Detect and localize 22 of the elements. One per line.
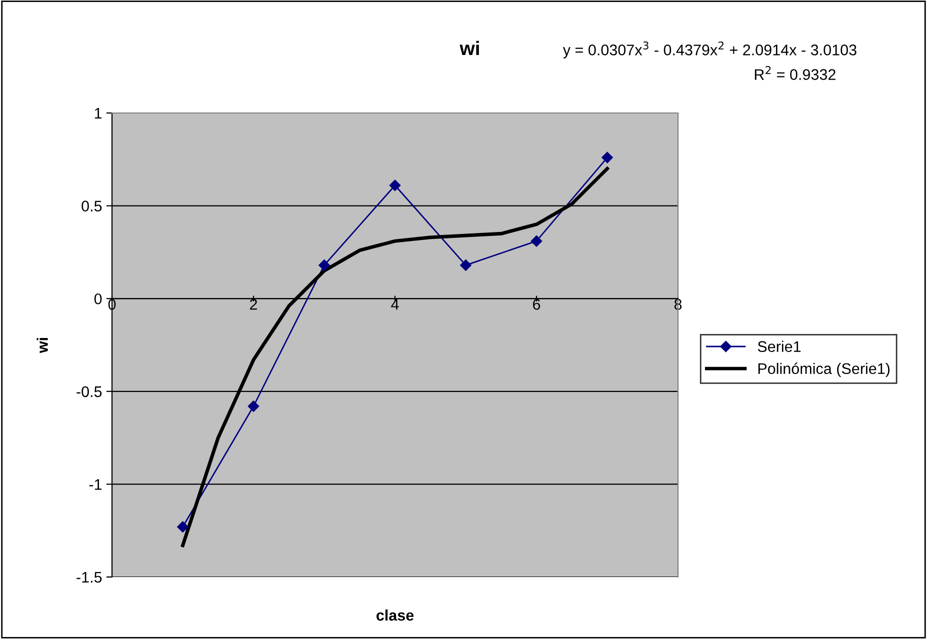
y-tick-label: -1.5 — [76, 572, 102, 583]
point — [389, 180, 401, 191]
y-tick-label: 0.5 — [82, 200, 102, 212]
point — [460, 260, 472, 271]
point — [318, 260, 330, 271]
chart-title: wi — [460, 40, 479, 56]
x-tick-label: 2 — [250, 299, 257, 310]
text: y = 0.0307x$^{3}$ - 0.4379x$^{2}$ + 2.0914x - 3.0103 — [562, 41, 856, 58]
point — [530, 235, 542, 247]
text: R$^{2}$ = 0.9332 — [754, 66, 836, 80]
y-axis-title: wi — [36, 338, 48, 354]
x-tick-label: 6 — [533, 299, 540, 310]
point — [177, 521, 188, 532]
legend-label: Serie1 — [758, 340, 801, 352]
y-tick-label: -1 — [89, 479, 102, 490]
y-tick-label: 1 — [94, 108, 102, 119]
legend-label: Polinómica (Serie1) — [758, 362, 890, 378]
x-tick-label: 4 — [391, 299, 399, 310]
y-tick-label: -0.5 — [76, 386, 102, 398]
point — [248, 400, 260, 412]
x-axis-title: clase — [376, 609, 414, 621]
point — [602, 152, 613, 164]
